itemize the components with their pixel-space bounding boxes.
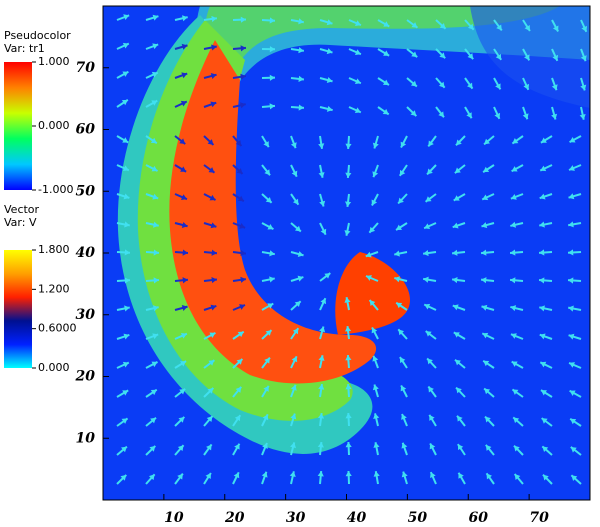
y-tick-label: 70 [76,60,96,76]
colorbar [4,62,32,190]
legend-title: Vector [4,203,40,216]
x-tick-label: 60 [469,510,489,523]
colorbar-tick-label: 1.200 [38,282,70,295]
x-tick-label: 50 [408,510,428,523]
colorbar-tick-label: 0.6000 [38,322,77,335]
x-tick-label: 40 [347,510,367,523]
legend-title: Pseudocolor [4,29,71,42]
colorbar [4,250,32,368]
y-tick-label: 30 [76,307,96,323]
colorbar-tick-label: 1.000 [38,55,70,68]
x-tick-label: 20 [224,510,245,523]
colorbar-tick-label: 0.000 [38,119,70,132]
colorbar-tick-label: 0.000 [38,361,70,374]
y-tick-label: 50 [76,183,96,199]
x-tick-label: 70 [529,510,549,523]
y-tick-label: 20 [75,369,96,385]
colorbar-tick-label: -1.000 [38,183,73,196]
x-tick-label: 30 [286,510,306,523]
y-tick-label: 60 [76,122,96,138]
x-tick-label: 10 [164,510,184,523]
y-tick-label: 10 [76,430,96,446]
y-tick-label: 40 [76,245,96,261]
colorbar-tick-label: 1.800 [38,243,70,256]
legend-variable: Var: tr1 [4,42,45,55]
legend-variable: Var: V [4,216,37,229]
